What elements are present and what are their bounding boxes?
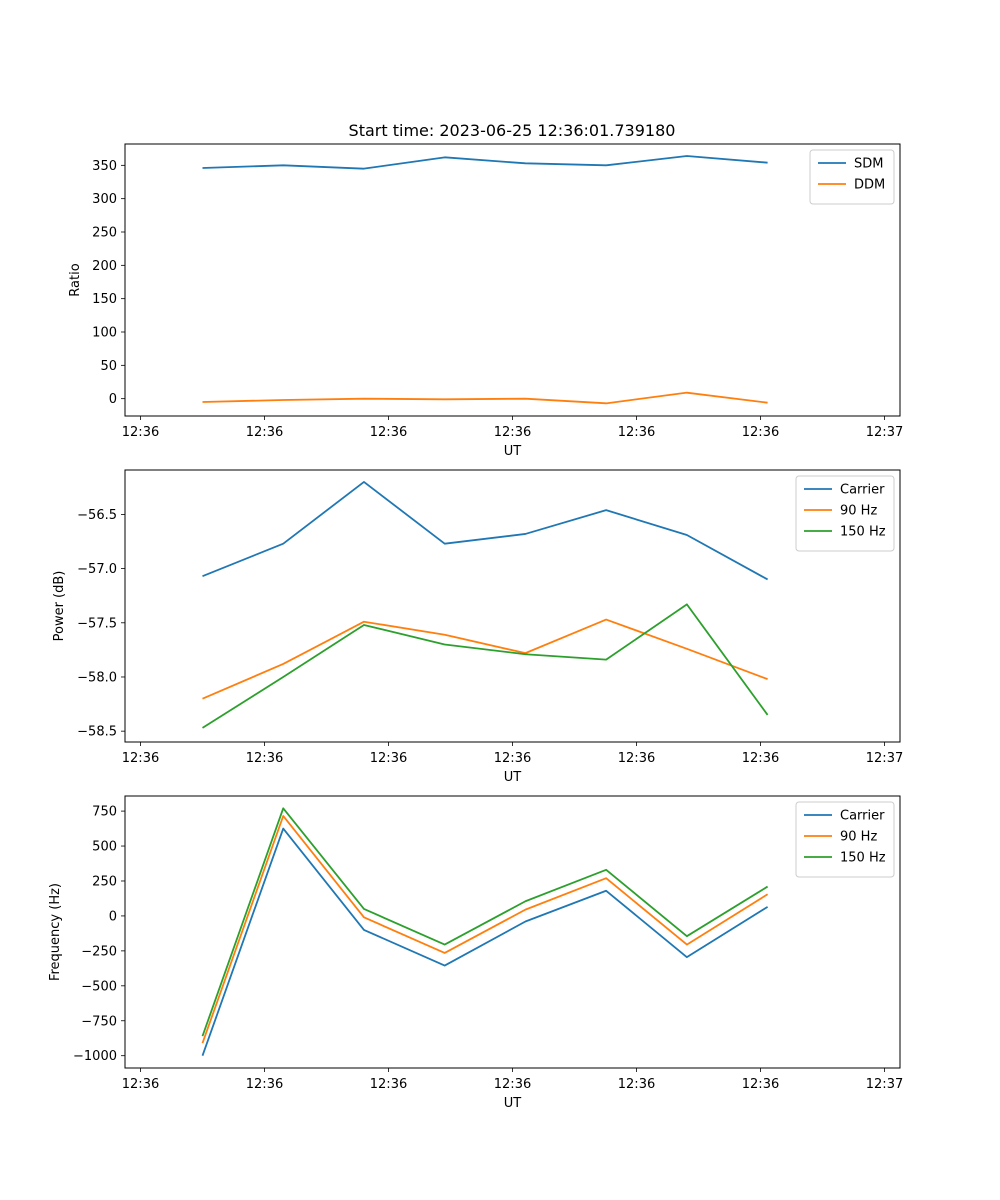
power-y-tick-label: −57.0 [77,562,117,577]
frequency-legend: Carrier 90 Hz 150 Hz [795,801,895,878]
power-y-tick-label: −57.5 [77,616,117,631]
ratio-y-tick-label: 0 [109,392,117,407]
ratio-y-tick-label: 350 [92,159,117,174]
ratio-y-axis-label: Ratio [68,263,83,296]
ratio-y-tick-label: 250 [92,226,117,241]
frequency-y-tick-label: 750 [92,805,117,820]
power-y-tick-label: −56.5 [77,508,117,523]
power-x-tick-label: 12:36 [742,751,779,766]
power-panel: 12:36 12:36 12:36 12:36 12:36 12:36 12:37 −58.5… [52,469,903,785]
frequency-legend-box [795,801,895,878]
ratio-x-tick-label: 12:36 [370,425,407,440]
frequency-y-tick-label: 250 [92,874,117,889]
ratio-series-line-sdm [202,155,768,170]
power-series-line-carrier [202,481,769,581]
frequency-x-tick-label: 12:36 [742,1077,779,1092]
frequency-y-axis-label: Frequency (Hz) [48,883,63,981]
frequency-y-tick-label: −1000 [73,1049,117,1064]
chart-title: Start time: 2023-06-25 12:36:01.739180 [349,121,676,140]
power-legend-label: Carrier [840,483,885,498]
power-legend: Carrier 90 Hz 150 Hz [795,475,895,552]
power-x-tick-label: 12:37 [866,751,903,766]
ratio-x-tick-label: 12:36 [246,425,283,440]
frequency-series-line-150-hz [201,807,769,1037]
power-y-tick-label: −58.0 [77,670,117,685]
power-series-line-150-hz [202,603,769,729]
frequency-series-line-90-hz [201,815,769,1044]
power-series-line-90-hz [202,618,768,700]
ratio-y-tick-label: 300 [92,192,117,207]
power-legend-label: 150 Hz [840,525,886,540]
power-y-tick-label: −58.5 [77,725,117,740]
power-legend-box [795,475,895,552]
power-x-tick-label: 12:36 [370,751,407,766]
ratio-x-tick-label: 12:36 [742,425,779,440]
frequency-x-tick-label: 12:37 [866,1077,903,1092]
ratio-y-tick-label: 200 [92,259,117,274]
power-x-tick-label: 12:36 [122,751,159,766]
frequency-y-tick-label: 500 [92,840,117,855]
ratio-x-tick-label: 12:37 [866,425,903,440]
ratio-y-tick-label: 50 [100,359,117,374]
ratio-x-tick-label: 12:36 [122,425,159,440]
ratio-legend-label: SDM [854,157,883,172]
ratio-x-tick-label: 12:36 [618,425,655,440]
ratio-legend: SDM DDM [809,149,895,205]
frequency-legend-label: 90 Hz [840,830,877,845]
frequency-y-tick-label: −750 [81,1014,117,1029]
frequency-y-tick-label: −500 [81,979,117,994]
ratio-x-tick-label: 12:36 [494,425,531,440]
ratio-x-axis-label: UT [504,444,522,459]
ratio-series-line-ddm [202,391,768,405]
power-legend-label: 90 Hz [840,504,877,519]
ratio-panel: 12:36 12:36 12:36 12:36 12:36 12:36 12:37 0 50 10… [68,143,903,459]
frequency-legend-label: 150 Hz [840,851,886,866]
frequency-x-tick-label: 12:36 [618,1077,655,1092]
frequency-x-axis-label: UT [504,1096,522,1111]
frequency-series-line-carrier [201,827,769,1057]
frequency-x-tick-label: 12:36 [246,1077,283,1092]
ratio-y-tick-label: 100 [92,326,117,341]
frequency-x-tick-label: 12:36 [122,1077,159,1092]
frequency-x-tick-label: 12:36 [494,1077,531,1092]
frequency-y-tick-label: 0 [109,909,117,924]
power-y-axis-label: Power (dB) [52,571,67,642]
power-x-tick-label: 12:36 [618,751,655,766]
frequency-panel: 12:36 12:36 12:36 12:36 12:36 12:36 12:37 −1000… [48,795,903,1111]
frequency-legend-label: Carrier [840,809,885,824]
frequency-x-tick-label: 12:36 [370,1077,407,1092]
frequency-y-tick-label: −250 [81,944,117,959]
ratio-legend-label: DDM [854,178,885,193]
ratio-y-tick-label: 150 [92,292,117,307]
power-x-axis-label: UT [504,770,522,785]
power-x-tick-label: 12:36 [246,751,283,766]
power-x-tick-label: 12:36 [494,751,531,766]
